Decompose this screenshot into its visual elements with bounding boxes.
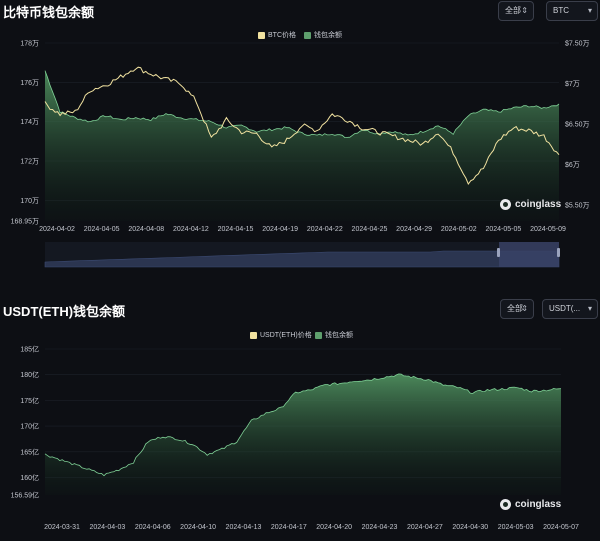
- x-tick-label: 2024-04-15: [218, 226, 254, 233]
- btc-watermark: coinglass: [500, 199, 561, 210]
- y-left-tick-label: 165亿: [20, 447, 39, 456]
- x-tick-label: 2024-04-13: [226, 524, 262, 531]
- usdt-panel-title: USDT(ETH)钱包余额: [3, 304, 126, 319]
- x-tick-label: 2024-05-07: [543, 524, 579, 531]
- balance-line: [44, 373, 562, 477]
- y-left-tick-label: 170亿: [20, 422, 39, 431]
- x-tick-label: 2024-04-30: [452, 524, 488, 531]
- chevron-down-icon: ▾: [587, 304, 592, 313]
- x-tick-label: 2024-05-03: [498, 524, 534, 531]
- x-tick-label: 2024-04-23: [362, 524, 398, 531]
- btc-price-line: [44, 66, 560, 185]
- legend-swatch: [258, 31, 265, 39]
- updown-chevron-icon: ⇕: [521, 304, 528, 313]
- y-left-tick-label: 185亿: [20, 345, 39, 354]
- usdt-wallet-panel: USDT(ETH)钱包余额 全部 ⇕ USDT(... ▾ USDT(ETH)价…: [0, 295, 600, 541]
- usdt-legend-price[interactable]: USDT(ETH)价格: [250, 330, 312, 340]
- navigator-selection: [499, 242, 559, 267]
- x-tick-label: 2024-04-29: [396, 226, 432, 233]
- x-tick-label: 2024-04-12: [173, 226, 209, 233]
- y-left-tick-label: 174万: [20, 118, 39, 126]
- watermark-text: coinglass: [515, 499, 562, 510]
- x-tick-label: 2024-05-05: [485, 226, 521, 233]
- legend-swatch: [315, 331, 322, 339]
- legend-label: 钱包余额: [325, 332, 353, 339]
- btc-legend-balance[interactable]: 钱包余额: [304, 30, 342, 40]
- y-right-tick-label: $6.50万: [565, 120, 590, 128]
- navigator-handle-right: [557, 248, 560, 257]
- legend-label: BTC价格: [268, 32, 296, 39]
- btc-legend: BTC价格 钱包余额: [0, 30, 600, 50]
- x-tick-label: 2024-04-10: [180, 524, 216, 531]
- btc-coin-select-value: BTC: [553, 6, 569, 15]
- chevron-down-icon: ▾: [587, 6, 592, 15]
- btc-legend-price[interactable]: BTC价格: [258, 30, 296, 40]
- y-left-tick-label: 168.95万: [11, 218, 39, 226]
- updown-chevron-icon: ⇕: [521, 6, 528, 15]
- x-tick-label: 2024-04-02: [39, 226, 75, 233]
- legend-swatch: [250, 331, 257, 339]
- x-tick-label: 2024-05-02: [441, 226, 477, 233]
- coinglass-logo-icon: [500, 499, 511, 510]
- btc-panel-title: 比特币钱包余额: [3, 5, 95, 20]
- x-tick-label: 2024-04-08: [128, 226, 164, 233]
- x-tick-label: 2024-04-20: [316, 524, 352, 531]
- usdt-legend: USDT(ETH)价格 钱包余额: [0, 330, 600, 350]
- y-right-tick-label: $6万: [565, 161, 580, 169]
- y-left-tick-label: 172万: [20, 158, 39, 166]
- legend-label: USDT(ETH)价格: [260, 332, 312, 339]
- balance-area: [45, 70, 559, 221]
- coinglass-logo-icon: [500, 199, 511, 210]
- y-left-tick-label: 178万: [20, 40, 39, 48]
- y-left-tick-label: 176万: [20, 79, 39, 87]
- y-left-tick-label: 175亿: [20, 396, 39, 405]
- usdt-range-select-value: 全部: [507, 304, 523, 313]
- x-tick-label: 2024-05-09: [530, 226, 566, 233]
- y-left-tick-label: 170万: [20, 197, 39, 205]
- btc-chart[interactable]: 178万 176万 174万 172万 170万 168.95万 $7.50万 $7万 $6.5…: [0, 0, 600, 275]
- usdt-coin-select-value: USDT(...: [549, 304, 581, 313]
- x-tick-label: 2024-04-06: [135, 524, 171, 531]
- btc-wallet-panel: 比特币钱包余额 全部 ⇕ BTC ▾ BTC价格 钱包余额 178万 176万 17…: [0, 0, 600, 275]
- x-tick-label: 2024-04-17: [271, 524, 307, 531]
- y-right-tick-label: $7.50万: [565, 40, 590, 48]
- y-left-tick-label: 180亿: [20, 370, 39, 379]
- y-right-tick-label: $7万: [565, 80, 580, 88]
- y-left-tick-label: 160亿: [20, 473, 39, 482]
- btc-range-select[interactable]: 全部 ⇕: [498, 1, 534, 21]
- balance-area: [45, 373, 561, 495]
- x-tick-label: 2024-04-27: [407, 524, 443, 531]
- usdt-coin-select[interactable]: USDT(... ▾: [542, 299, 598, 319]
- legend-label: 钱包余额: [314, 32, 342, 39]
- usdt-chart[interactable]: 185亿 180亿 175亿 170亿 165亿 160亿 156.59亿 2024-03-3…: [0, 295, 600, 541]
- btc-range-select-value: 全部: [505, 6, 521, 15]
- navigator-handle-left: [497, 248, 500, 257]
- x-tick-label: 2024-04-05: [84, 226, 120, 233]
- x-tick-label: 2024-04-19: [262, 226, 298, 233]
- balance-line: [44, 70, 560, 139]
- watermark-text: coinglass: [515, 199, 562, 210]
- usdt-legend-balance[interactable]: 钱包余额: [315, 330, 353, 340]
- x-tick-label: 2024-04-22: [307, 226, 343, 233]
- navigator-area: [44, 250, 560, 268]
- x-tick-label: 2024-03-31: [44, 524, 80, 531]
- y-left-tick-label: 156.59亿: [11, 491, 39, 500]
- y-right-tick-label: $5.50万: [565, 201, 590, 209]
- usdt-watermark: coinglass: [500, 499, 561, 510]
- x-tick-label: 2024-04-25: [352, 226, 388, 233]
- legend-swatch: [304, 31, 311, 39]
- btc-coin-select[interactable]: BTC ▾: [546, 1, 598, 21]
- usdt-range-select[interactable]: 全部 ⇕: [500, 299, 534, 319]
- x-tick-label: 2024-04-03: [89, 524, 125, 531]
